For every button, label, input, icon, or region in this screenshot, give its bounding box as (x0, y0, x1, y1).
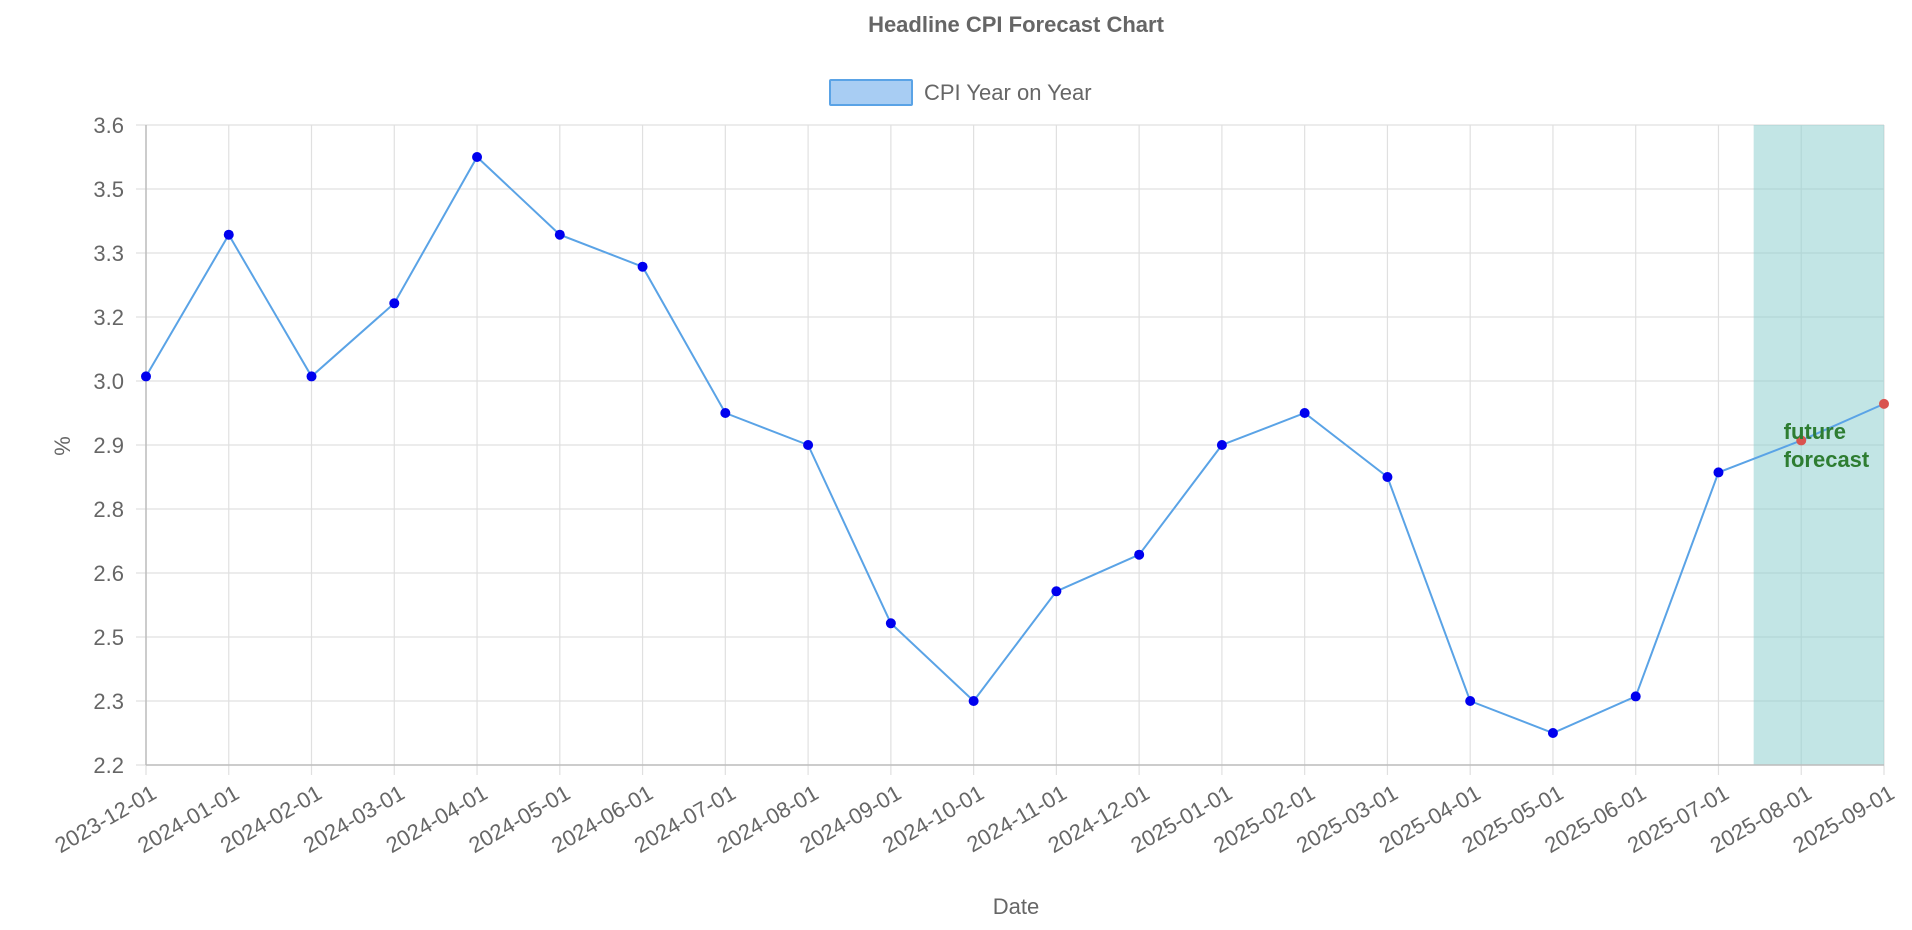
y-tick-label: 3.5 (93, 177, 124, 202)
data-point (720, 408, 731, 418)
y-tick-label: 2.8 (93, 497, 124, 522)
data-point (1713, 467, 1724, 478)
data-point (1051, 586, 1062, 597)
y-tick-label: 2.5 (93, 625, 124, 650)
axes (145, 125, 1884, 766)
y-tick-label: 3.2 (93, 305, 124, 330)
legend-swatch (829, 79, 913, 106)
y-tick-label: 3.3 (93, 241, 124, 266)
data-point (1547, 728, 1558, 738)
data-point (1382, 472, 1393, 482)
data-point (1879, 398, 1889, 409)
data-point (885, 618, 896, 629)
y-tick-label: 2.3 (93, 689, 124, 714)
forecast-region (1753, 125, 1884, 765)
data-point (637, 261, 648, 272)
data-point (1216, 440, 1227, 450)
data-point (472, 152, 483, 162)
y-tick-label: 3.0 (93, 369, 124, 394)
data-point (1630, 691, 1641, 702)
data-point (389, 298, 400, 309)
grid (136, 124, 1885, 775)
data-point (1796, 435, 1807, 446)
data-point (1465, 696, 1476, 706)
data-point (1299, 408, 1310, 418)
forecast-label: future (1784, 419, 1846, 444)
chart-title: Headline CPI Forecast Chart (868, 12, 1165, 37)
data-point (223, 229, 234, 240)
data-point (1134, 549, 1145, 560)
y-tick-label: 3.6 (93, 113, 124, 138)
annotation-layer: future forecast (1784, 419, 1870, 472)
legend-label: CPI Year on Year (924, 80, 1092, 105)
y-tick-labels: 3.6 3.5 3.3 3.2 3.0 2.9 2.8 2.6 2.5 2.3 2.2 (93, 113, 124, 778)
data-point (306, 371, 317, 382)
y-tick-label: 2.6 (93, 561, 124, 586)
data-point (968, 696, 979, 706)
forecast-box (1753, 125, 1884, 765)
x-axis-label: Date (993, 894, 1039, 919)
forecast-label: forecast (1784, 447, 1870, 472)
data-point (803, 440, 814, 450)
y-axis-label: % (50, 436, 75, 456)
data-point (141, 371, 151, 382)
series-line (145, 155, 1885, 735)
y-tick-label: 2.2 (93, 753, 124, 778)
legend[interactable]: CPI Year on Year (829, 79, 1092, 106)
x-tick-labels: 2023-12-012024-01-012024-02-012024-03-01… (51, 780, 1899, 858)
data-point (554, 229, 565, 240)
series-cpi-yoy (141, 152, 1889, 738)
y-tick-label: 2.9 (93, 433, 124, 458)
